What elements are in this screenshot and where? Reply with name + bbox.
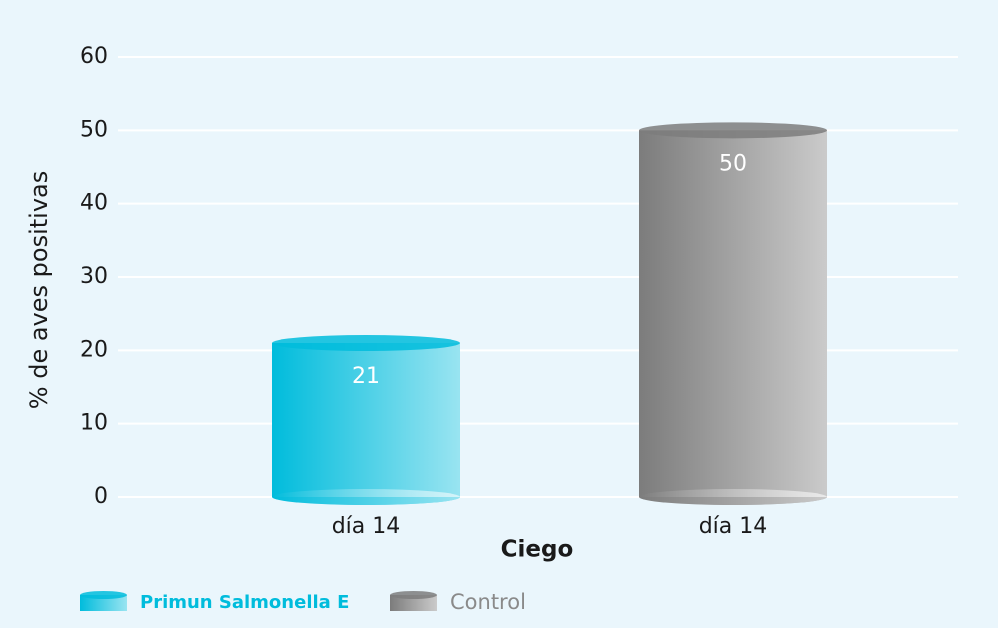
y-tick-label: 60 xyxy=(80,44,108,69)
bar-cap xyxy=(639,122,827,139)
x-axis-label: Ciego xyxy=(501,537,574,563)
legend-swatch-shine xyxy=(80,595,127,611)
data-label: 50 xyxy=(719,151,747,176)
legend-swatch-cap xyxy=(80,591,127,599)
legend-label: Primun Salmonella E xyxy=(140,592,349,613)
y-tick-label: 50 xyxy=(80,117,108,142)
legend-swatch-shine xyxy=(390,595,437,611)
x-tick-label: día 14 xyxy=(332,514,401,539)
data-label: 21 xyxy=(352,364,380,389)
bar-shine xyxy=(272,343,460,497)
y-tick-label: 0 xyxy=(94,484,108,509)
y-axis-label: % de aves positivas xyxy=(25,171,53,409)
y-tick-label: 40 xyxy=(80,191,108,216)
legend-label: Control xyxy=(450,590,526,614)
bar-cap xyxy=(272,335,460,351)
bar-shine xyxy=(639,130,827,498)
legend-swatch-cap xyxy=(390,591,437,599)
y-tick-label: 20 xyxy=(80,337,108,362)
y-tick-label: 10 xyxy=(80,411,108,436)
x-tick-label: día 14 xyxy=(699,514,768,539)
y-tick-label: 30 xyxy=(80,264,108,289)
